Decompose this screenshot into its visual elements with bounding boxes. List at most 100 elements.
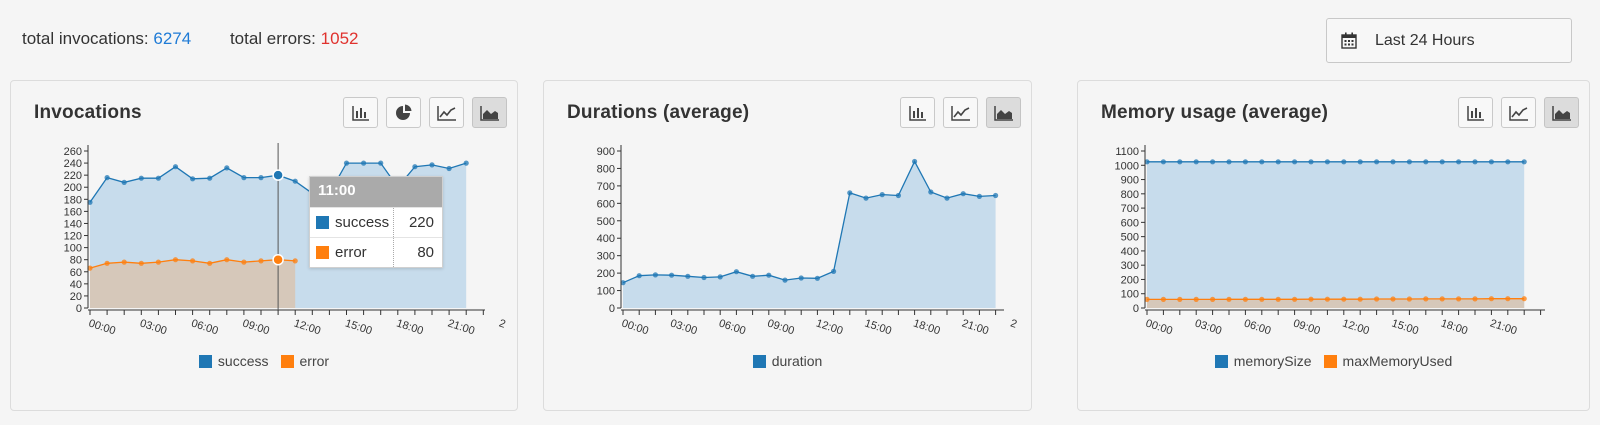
data-point-maxMemoryUsed [1439,296,1445,302]
y-tick-label: 100 [1121,289,1139,301]
chart-legend: success error [11,353,517,369]
data-point-error [104,260,110,266]
data-point-maxMemoryUsed [1308,296,1314,302]
y-tick-label: 100 [64,243,82,255]
x-tick-label: 03:00 [138,317,168,337]
data-point-maxMemoryUsed [1324,296,1330,302]
y-tick-label: 800 [1121,189,1139,201]
line-chart-button[interactable] [429,97,464,128]
x-tick-label: 12:00 [1341,317,1371,337]
pie-chart-icon [395,104,411,120]
x-tick-label: 18:00 [912,317,942,337]
total-invocations-label: total invocations: [22,29,149,48]
y-tick-label: 400 [1121,246,1139,258]
durations-chart: 0 100 200 300 400 500 600 700 800 900 00:00 03:00 06… [597,145,1018,337]
data-point-memorySize [1193,159,1199,165]
area-chart-button[interactable] [1544,97,1579,128]
data-point-success [412,164,418,170]
data-point-success [292,178,298,184]
x-tick-label: 00:00 [1144,317,1174,337]
date-range-picker[interactable]: Last 24 Hours [1326,18,1572,63]
total-errors-value: 1052 [320,29,359,48]
data-point-memorySize [1210,159,1216,165]
legend-item-error[interactable]: error [280,353,329,369]
y-tick-label: 0 [76,303,82,315]
line-chart-button[interactable] [1501,97,1536,128]
series-line-maxMemoryUsed [1147,298,1525,301]
data-point-duration [701,274,707,281]
line-chart-icon [436,105,456,121]
x-tick-label: 03:00 [669,317,699,337]
bar-chart-button[interactable] [900,97,935,128]
data-point-maxMemoryUsed [1488,296,1494,302]
y-tick-label: 220 [64,170,82,182]
area-chart-button[interactable] [986,97,1021,128]
data-point-maxMemoryUsed [1160,296,1166,302]
legend-item-success[interactable]: success [198,353,269,369]
legend-item-duration[interactable]: duration [752,353,822,369]
data-point-memorySize [1341,159,1347,165]
data-point-success [138,175,144,181]
legend-swatch [752,354,766,368]
line-chart-button[interactable] [943,97,978,128]
data-point-memorySize [1456,159,1462,165]
data-point-memorySize [1505,159,1511,165]
legend-item-maxmemoryused[interactable]: maxMemoryUsed [1323,353,1452,369]
tooltip-row: success 220 [310,207,442,237]
x-tick-label: 18:00 [1439,317,1469,337]
data-point-duration [879,192,885,198]
hover-point-error [272,253,284,266]
data-point-maxMemoryUsed [1177,296,1183,302]
data-point-duration [685,273,691,279]
data-point-success [190,176,196,182]
data-point-memorySize [1226,159,1232,165]
data-point-error [155,259,161,265]
y-tick-label: 60 [70,267,82,279]
data-point-maxMemoryUsed [1374,296,1380,302]
data-point-memorySize [1472,159,1478,165]
data-point-maxMemoryUsed [1341,296,1347,302]
data-point-duration [652,272,658,278]
area-chart-button[interactable] [472,97,507,128]
pie-chart-button[interactable] [386,97,421,128]
tooltip-value: 80 [393,238,442,267]
bar-chart-button[interactable] [343,97,378,128]
tooltip-swatch [316,216,329,229]
x-tick-label: 03:00 [1193,317,1223,337]
data-point-error [292,258,298,264]
data-point-memorySize [1308,159,1314,165]
data-point-maxMemoryUsed [1390,296,1396,302]
data-point-memorySize [1242,159,1248,165]
x-tick-label: 06:00 [190,317,220,337]
durations-panel: Durations (average) 0 100 200 300 400 500 600 7… [543,80,1032,411]
y-tick-label: 200 [1121,274,1139,286]
legend-item-memorysize[interactable]: memorySize [1214,353,1312,369]
y-tick-label: 20 [70,291,82,303]
data-point-duration [750,273,756,279]
panel-title: Memory usage (average) [1101,102,1329,123]
panel-title: Durations (average) [567,102,750,123]
data-point-memorySize [1439,159,1445,165]
data-point-success [241,175,247,181]
total-errors: total errors: 1052 [230,29,359,48]
data-point-error [87,265,93,271]
x-tick-label: 21:00 [960,317,990,337]
x-tick-label: 21:00 [446,317,476,337]
x-tick-label: 09:00 [241,317,271,337]
y-tick-label: 900 [597,146,615,158]
bar-chart-button[interactable] [1458,97,1493,128]
y-tick-label: 300 [1121,260,1139,272]
data-point-success [87,199,93,205]
data-point-maxMemoryUsed [1521,296,1527,302]
data-point-success [224,165,230,171]
data-point-maxMemoryUsed [1456,296,1462,302]
y-tick-label: 1000 [1115,160,1139,172]
data-point-error [224,257,230,263]
data-point-error [207,260,213,266]
tooltip-value: 220 [393,208,442,237]
data-point-memorySize [1160,159,1166,165]
x-tick-label: 15:00 [344,317,374,337]
data-point-duration [782,277,788,283]
y-tick-label: 600 [1121,217,1139,229]
y-tick-label: 500 [1121,232,1139,244]
